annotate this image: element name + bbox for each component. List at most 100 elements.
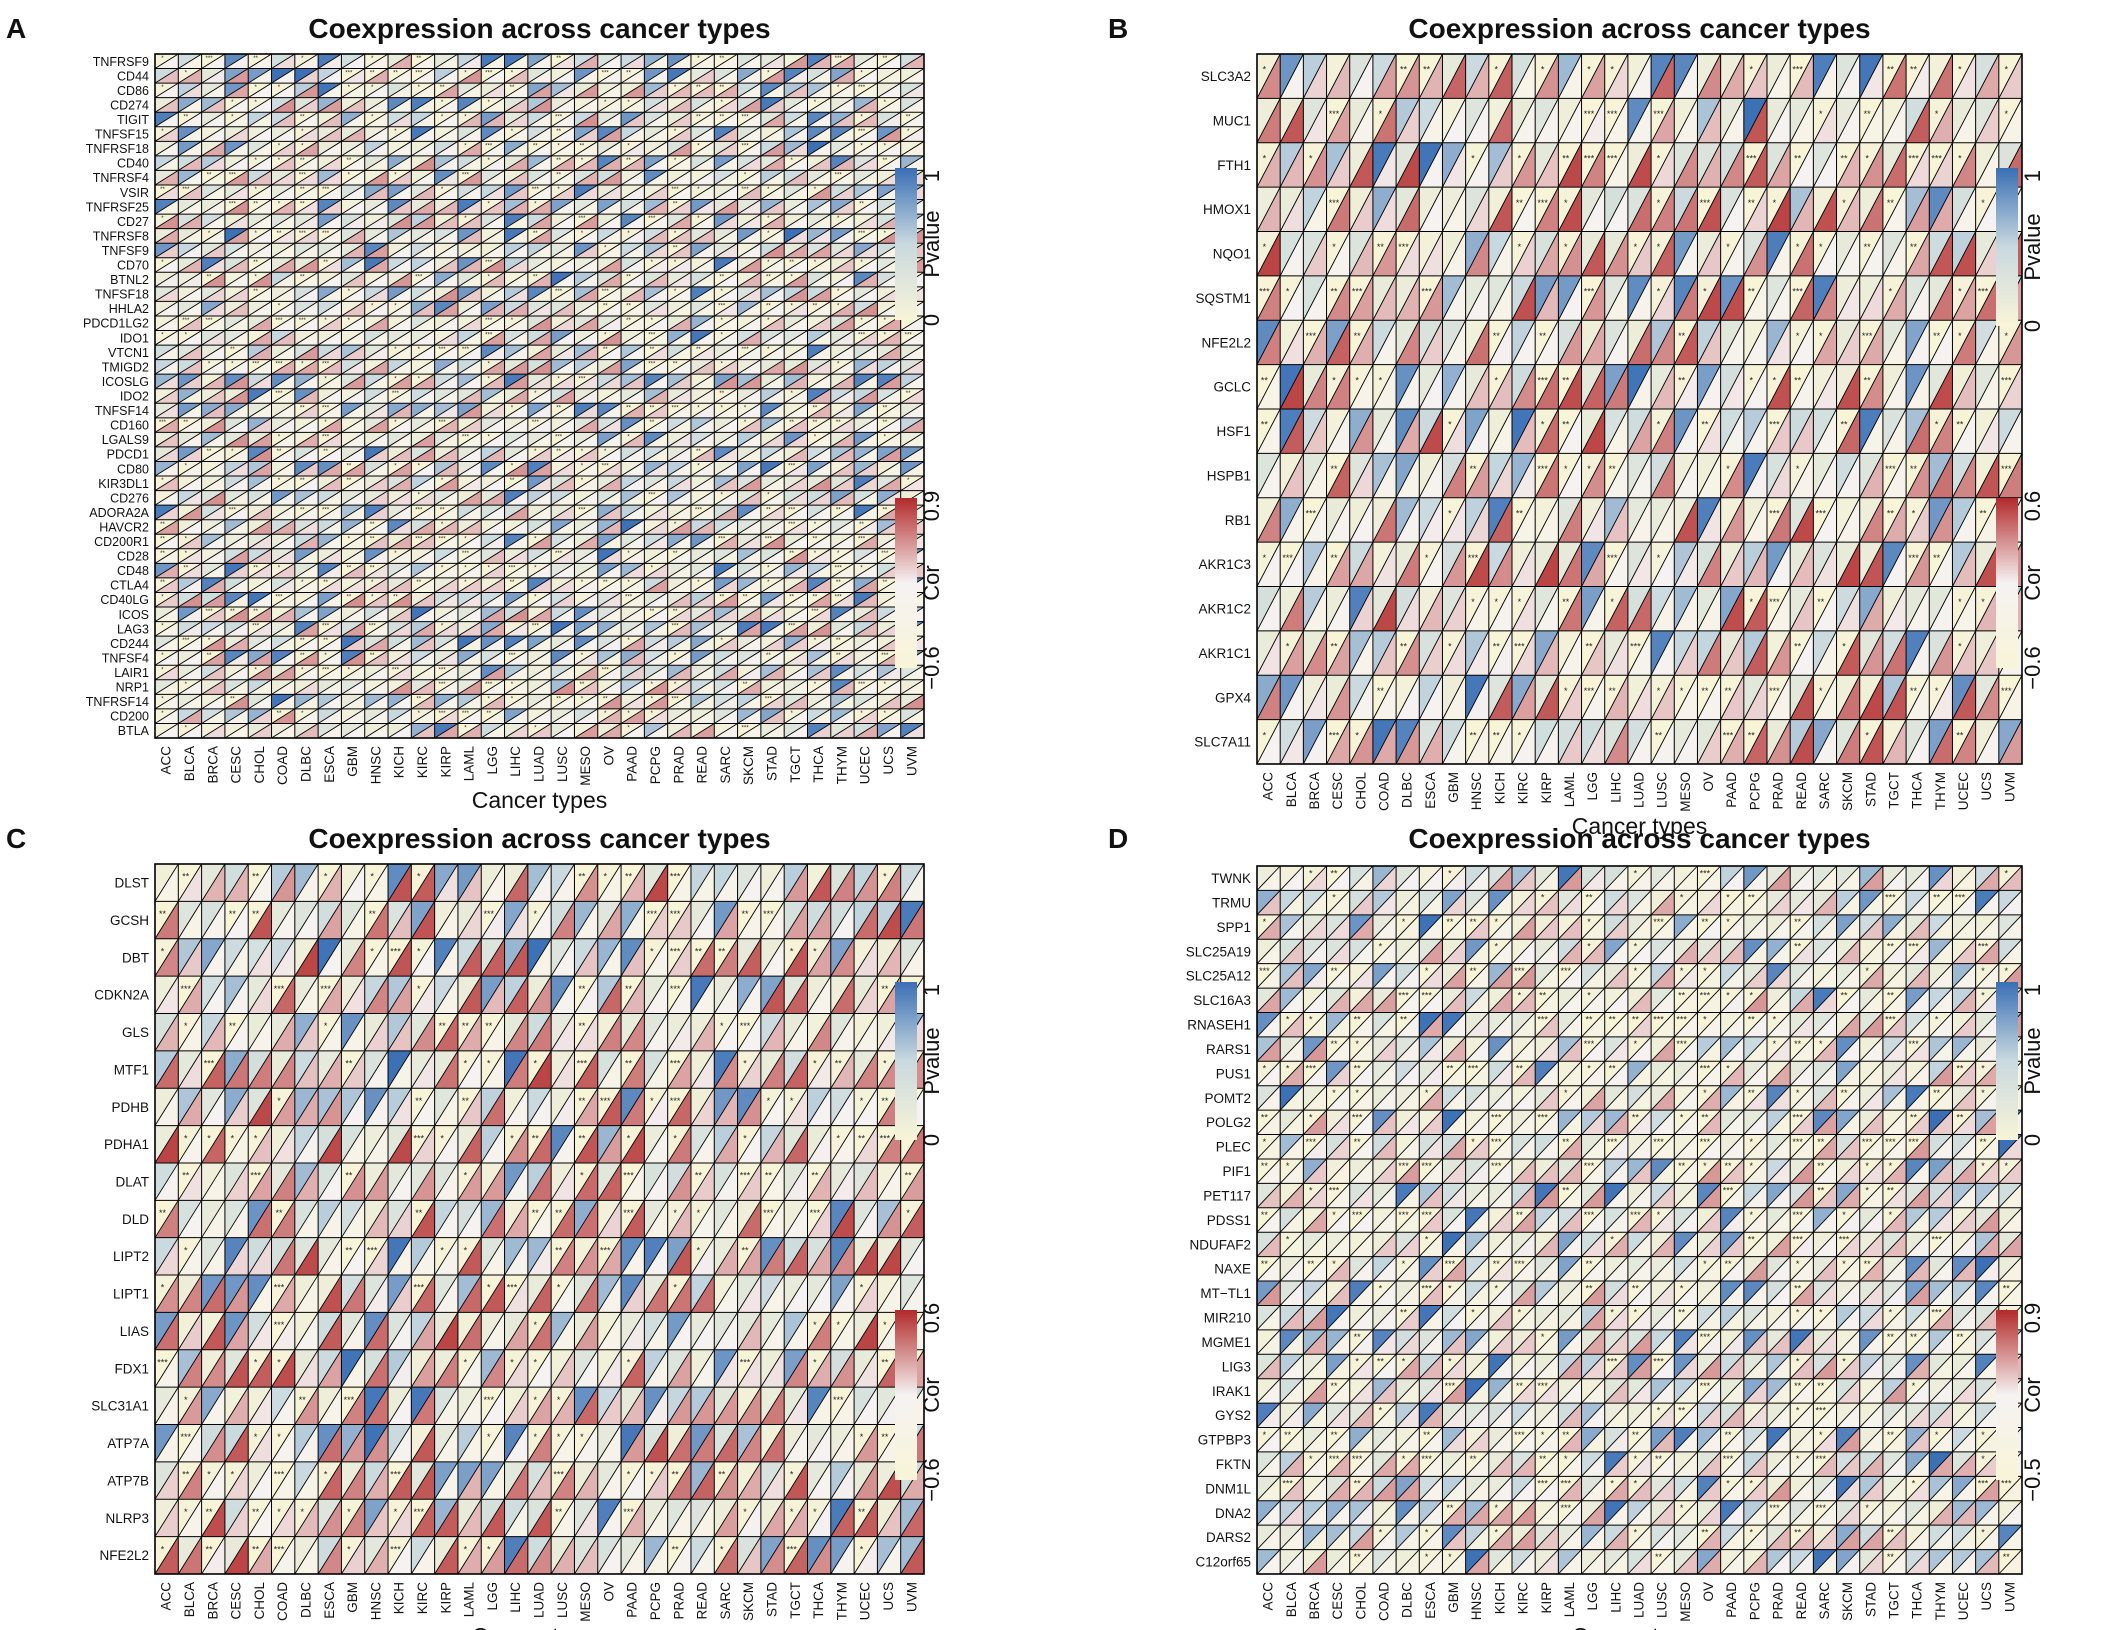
significance-mark: ** [300,652,305,659]
significance-mark: ** [393,594,398,601]
significance-mark: ** [836,419,841,426]
significance-mark: ** [649,419,654,426]
cell-diagonal [690,53,715,69]
significance-mark: ** [719,594,724,601]
significance-mark: * [837,84,840,91]
cell-diagonal [644,97,668,113]
significance-mark: ** [626,303,631,310]
significance-mark: *** [462,433,470,440]
significance-mark: *** [508,652,516,659]
significance-mark: *** [439,681,447,688]
significance-mark: ** [859,521,864,528]
significance-mark: ** [440,84,445,91]
significance-mark: * [674,157,677,164]
significance-mark: ** [277,230,282,237]
cell-diagonal [271,126,296,142]
significance-mark: *** [741,186,749,193]
cell-diagonal [481,140,505,157]
significance-mark: *** [602,288,610,295]
cell-diagonal [457,155,482,171]
cell-diagonal [271,68,296,84]
cell-diagonal [877,111,901,128]
cell-diagonal [504,82,529,99]
significance-mark: *** [905,332,913,339]
significance-mark: *** [835,594,843,601]
significance-mark: * [161,55,164,62]
cell-diagonal [364,140,389,157]
cell-diagonal [271,82,296,99]
cell-diagonal [853,68,878,84]
cell-diagonal [434,82,459,99]
significance-mark: *** [695,506,703,513]
cell-diagonal [481,82,505,99]
significance-mark: *** [578,506,586,513]
significance-mark: ** [253,288,258,295]
significance-mark: ** [626,157,631,164]
significance-mark: ** [719,390,724,397]
cell-diagonal [247,53,272,69]
significance-mark: *** [462,172,470,179]
significance-mark: *** [881,652,889,659]
cell-diagonal [830,97,855,113]
significance-mark: ** [626,70,631,77]
significance-mark: ** [556,157,561,164]
cell-diagonal [411,53,435,69]
cell-diagonal [294,111,319,128]
significance-mark: * [161,84,164,91]
cell-diagonal [597,140,622,157]
cell-diagonal [574,97,598,113]
significance-mark: * [254,157,257,164]
significance-mark: ** [673,244,678,251]
cell-diagonal [364,53,389,69]
cell-diagonal [457,53,482,69]
significance-mark: ** [836,506,841,513]
cell-diagonal [877,126,901,142]
cell-diagonal [178,53,202,69]
cell-diagonal [271,155,296,171]
significance-mark: *** [462,710,470,717]
significance-mark: ** [346,463,351,470]
cell-diagonal [760,111,785,128]
cell-diagonal [900,111,925,128]
significance-mark: *** [835,172,843,179]
cell-diagonal [387,155,412,171]
cell-diagonal [714,82,738,99]
significance-mark: * [767,70,770,77]
significance-mark: ** [649,404,654,411]
cell-diagonal [714,53,738,69]
cell-diagonal [457,68,482,84]
cell-diagonal [620,111,645,128]
significance-mark: * [814,99,817,106]
cell-diagonal [364,126,389,142]
cell-diagonal [644,53,668,69]
cell-diagonal [224,126,249,142]
significance-mark: ** [393,70,398,77]
cell-diagonal [154,111,179,128]
cell-diagonal [387,111,412,128]
cell-diagonal [154,126,179,142]
cell-diagonal [527,82,552,99]
cell-diagonal [527,140,552,157]
significance-mark: ** [253,201,258,208]
cell-diagonal [457,126,482,142]
cell-diagonal [574,155,598,171]
significance-mark: *** [858,128,866,135]
significance-mark: ** [789,419,794,426]
cell-diagonal [271,53,296,69]
cell-diagonal [620,155,645,171]
cell-diagonal [807,97,832,113]
significance-mark: ** [183,419,188,426]
significance-mark: *** [858,230,866,237]
cell-diagonal [294,82,319,99]
significance-mark: ** [580,142,585,149]
cell-diagonal [504,140,529,157]
significance-mark: *** [672,404,680,411]
cell-diagonal [294,140,319,157]
significance-mark: *** [765,535,773,542]
cell-diagonal [178,111,202,128]
cell-diagonal [271,140,296,157]
significance-mark: ** [813,419,818,426]
significance-mark: * [697,55,700,62]
significance-mark: *** [741,346,749,353]
